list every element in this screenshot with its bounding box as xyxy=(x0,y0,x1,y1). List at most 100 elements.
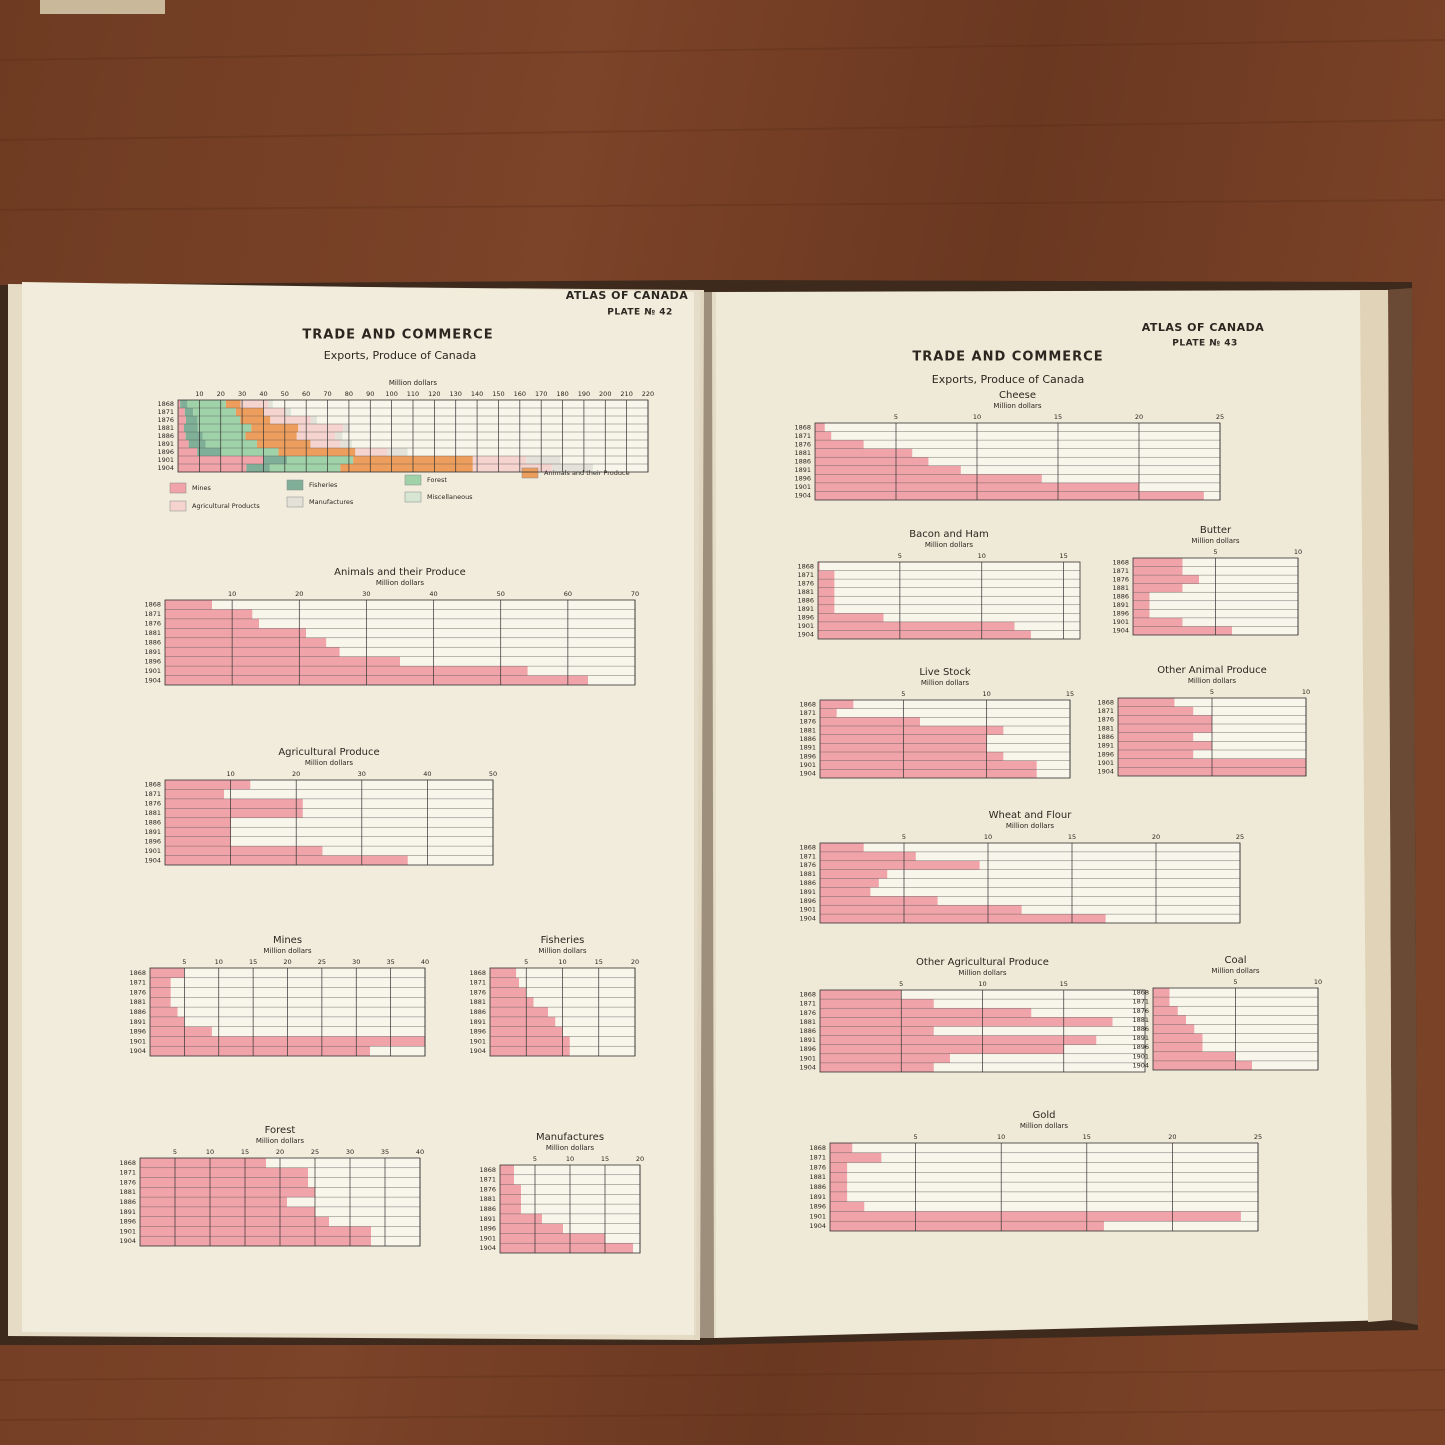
x-tick-label: 40 xyxy=(421,958,429,966)
y-tick-label: 1881 xyxy=(157,424,174,432)
plot-border xyxy=(829,1142,1259,1232)
plot-border xyxy=(489,967,636,1057)
y-tick-label: 1901 xyxy=(129,1037,146,1045)
y-tick-label: 1876 xyxy=(119,1178,136,1186)
y-tick-label: 1876 xyxy=(1112,575,1129,583)
bar xyxy=(820,1053,950,1063)
x-tick-label: 20 xyxy=(283,958,291,966)
y-tick-label: 1901 xyxy=(1097,759,1114,767)
chart-title: Gold xyxy=(1033,1110,1056,1121)
x-tick-label: 20 xyxy=(631,958,639,966)
chart-title: Live Stock xyxy=(919,667,970,678)
x-tick-label: 5 xyxy=(901,690,905,698)
bar xyxy=(1118,724,1212,733)
bar xyxy=(165,855,408,865)
x-tick-label: 100 xyxy=(385,390,397,398)
x-tick-label: 110 xyxy=(407,390,419,398)
bar xyxy=(1133,575,1199,584)
cover-edge xyxy=(1385,288,1418,1325)
chart-title: Mines xyxy=(273,935,302,946)
y-tick-label: 1871 xyxy=(144,610,161,618)
chart-title: Forest xyxy=(265,1125,296,1136)
bar xyxy=(500,1174,514,1185)
bar xyxy=(1133,600,1150,610)
bar xyxy=(1153,1033,1203,1043)
x-tick-label: 170 xyxy=(535,390,547,398)
y-tick-label: 1896 xyxy=(794,475,811,483)
bar xyxy=(818,630,1031,639)
y-tick-label: 1886 xyxy=(1132,1025,1149,1033)
y-tick-label: 1876 xyxy=(144,800,161,808)
bar-segment xyxy=(351,440,352,448)
y-tick-label: 1901 xyxy=(799,1054,816,1062)
bar-segment xyxy=(268,400,272,408)
page-header: ATLAS OF CANADA xyxy=(566,289,689,302)
x-tick-label: 15 xyxy=(241,1148,249,1156)
y-tick-label: 1904 xyxy=(1097,768,1114,776)
y-tick-label: 1868 xyxy=(144,781,161,789)
bar xyxy=(820,726,1004,735)
bar-segment xyxy=(551,464,593,472)
y-tick-label: 1904 xyxy=(809,1222,826,1230)
axis-label: Million dollars xyxy=(256,1137,305,1145)
x-tick-label: 10 xyxy=(997,1133,1005,1141)
axis-label: Million dollars xyxy=(546,1144,595,1152)
y-tick-label: 1904 xyxy=(799,770,816,778)
axis-label: Million dollars xyxy=(263,947,312,955)
y-tick-label: 1871 xyxy=(1132,998,1149,1006)
plate-number: PLATE № 42 xyxy=(607,308,673,318)
bar xyxy=(1118,715,1212,724)
legend-label: Fisheries xyxy=(309,481,338,489)
y-tick-label: 1904 xyxy=(799,915,816,923)
bar-segment xyxy=(240,400,269,408)
bar xyxy=(815,474,1042,483)
bar-segment xyxy=(472,464,552,472)
y-tick-label: 1904 xyxy=(144,856,161,864)
axis-label: Million dollars xyxy=(1188,677,1237,685)
x-tick-label: 5 xyxy=(902,833,906,841)
y-tick-label: 1876 xyxy=(799,861,816,869)
x-tick-label: 20 xyxy=(1152,833,1160,841)
bar-segment xyxy=(278,448,356,456)
x-tick-label: 10 xyxy=(973,413,981,421)
bar xyxy=(820,914,1106,923)
bar xyxy=(165,817,231,828)
bar xyxy=(500,1184,521,1195)
chart-title: Coal xyxy=(1224,955,1246,966)
y-tick-label: 1886 xyxy=(797,597,814,605)
bar xyxy=(820,1026,934,1036)
plot-border xyxy=(819,989,1146,1073)
axis-label: Million dollars xyxy=(925,541,974,549)
y-tick-label: 1868 xyxy=(809,1144,826,1152)
x-tick-label: 10 xyxy=(206,1148,214,1156)
x-tick-label: 25 xyxy=(1216,413,1224,421)
bar xyxy=(165,780,251,790)
bar xyxy=(1118,732,1194,742)
y-tick-label: 1876 xyxy=(794,440,811,448)
bar-segment xyxy=(310,440,341,448)
plot-border xyxy=(149,967,426,1057)
bar-segment xyxy=(245,432,297,440)
x-tick-label: 70 xyxy=(323,390,331,398)
plot-border xyxy=(139,1157,421,1247)
x-tick-label: 210 xyxy=(620,390,632,398)
bar xyxy=(500,1165,514,1175)
y-tick-label: 1871 xyxy=(1112,567,1129,575)
plot-border xyxy=(819,842,1241,924)
y-tick-label: 1896 xyxy=(799,897,816,905)
x-tick-label: 5 xyxy=(1210,688,1214,696)
bar xyxy=(820,869,888,879)
bar-segment xyxy=(178,432,186,440)
bar xyxy=(815,431,832,441)
bar xyxy=(500,1204,521,1214)
y-tick-label: 1904 xyxy=(119,1237,136,1245)
legend-label: Miscellaneous xyxy=(427,493,473,501)
y-tick-label: 1901 xyxy=(144,847,161,855)
bar-segment xyxy=(178,448,198,456)
y-tick-label: 1901 xyxy=(799,906,816,914)
bar xyxy=(1133,626,1232,635)
y-tick-label: 1886 xyxy=(144,819,161,827)
axis-label: Million dollars xyxy=(538,947,587,955)
right-page-edges xyxy=(1360,290,1392,1322)
bar xyxy=(820,860,980,870)
